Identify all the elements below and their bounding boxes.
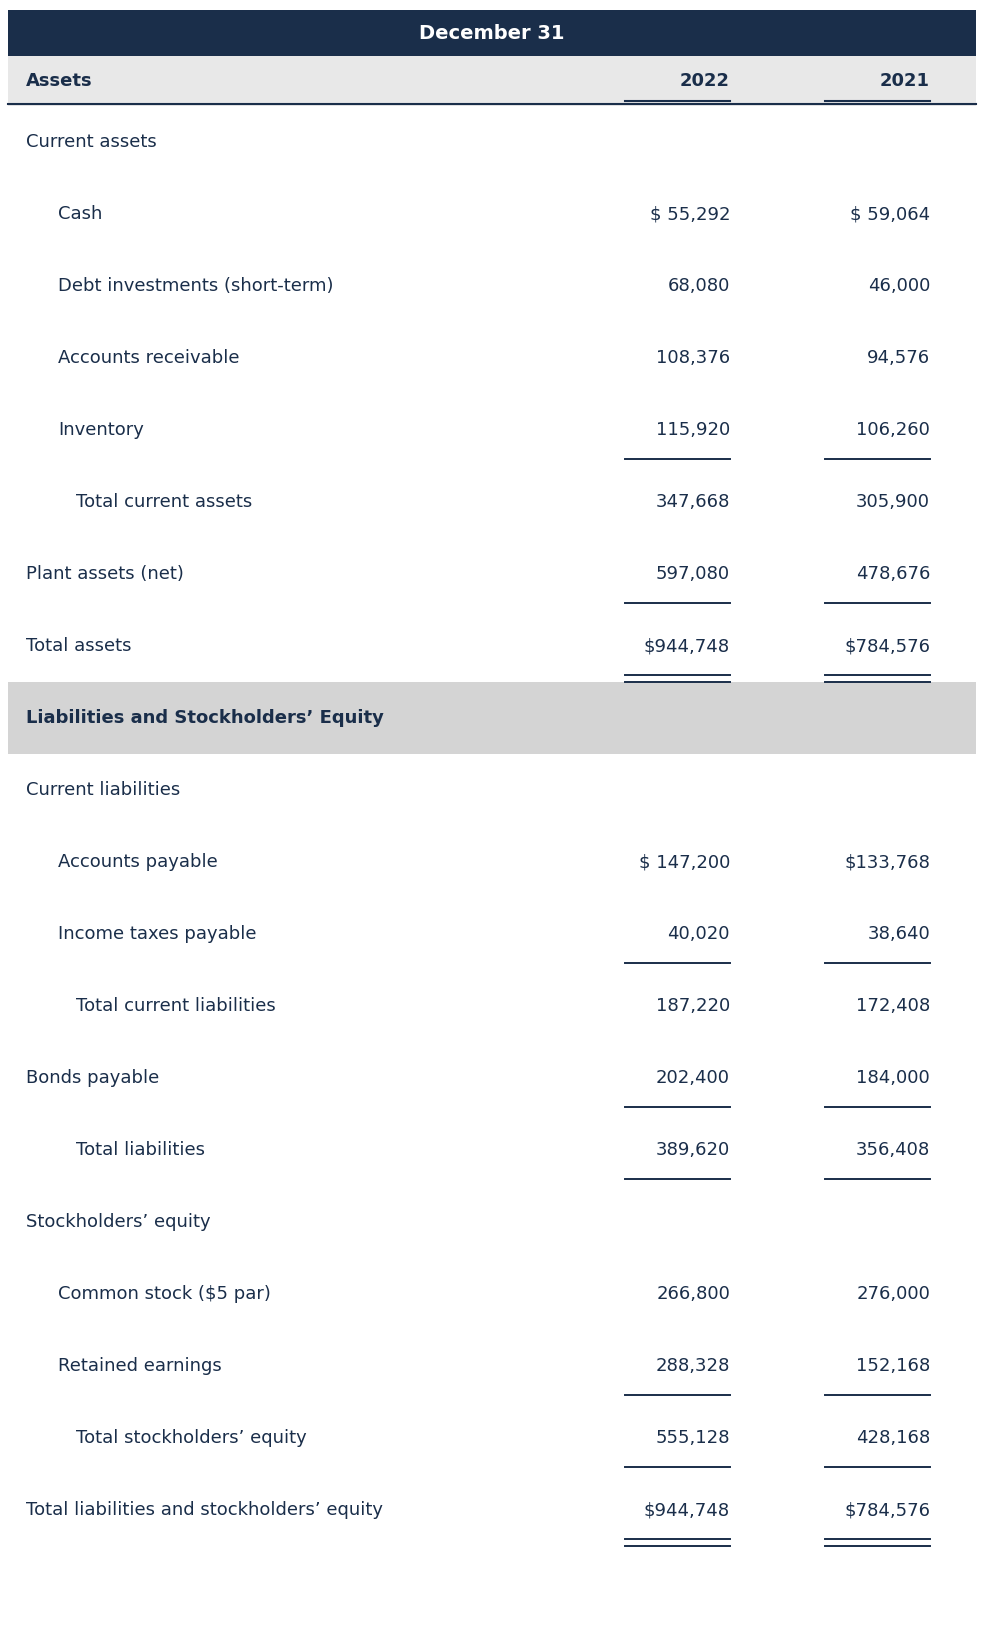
Text: Total assets: Total assets bbox=[26, 636, 132, 654]
Text: $944,748: $944,748 bbox=[644, 1500, 730, 1518]
Bar bbox=[8, 178, 976, 250]
Text: 106,260: 106,260 bbox=[856, 420, 930, 438]
Text: Current liabilities: Current liabilities bbox=[26, 780, 180, 798]
Text: 266,800: 266,800 bbox=[656, 1284, 730, 1302]
Bar bbox=[8, 682, 976, 754]
Bar bbox=[8, 1474, 976, 1546]
Bar bbox=[8, 1258, 976, 1330]
Text: December 31: December 31 bbox=[419, 23, 565, 43]
Bar bbox=[8, 610, 976, 682]
Text: Cash: Cash bbox=[58, 204, 102, 222]
Bar bbox=[8, 1402, 976, 1474]
Text: 46,000: 46,000 bbox=[868, 276, 930, 294]
Text: Accounts receivable: Accounts receivable bbox=[58, 348, 239, 366]
Text: Income taxes payable: Income taxes payable bbox=[58, 924, 257, 942]
Text: 184,000: 184,000 bbox=[856, 1068, 930, 1086]
Text: 152,168: 152,168 bbox=[856, 1356, 930, 1374]
Text: 288,328: 288,328 bbox=[655, 1356, 730, 1374]
Text: 347,668: 347,668 bbox=[655, 492, 730, 510]
Text: 187,220: 187,220 bbox=[655, 996, 730, 1014]
Text: 597,080: 597,080 bbox=[656, 564, 730, 582]
Bar bbox=[8, 106, 976, 178]
Bar bbox=[8, 10, 976, 56]
Text: $944,748: $944,748 bbox=[644, 636, 730, 654]
Text: 38,640: 38,640 bbox=[867, 924, 930, 942]
Text: Plant assets (net): Plant assets (net) bbox=[26, 564, 184, 582]
Bar bbox=[8, 250, 976, 322]
Text: 356,408: 356,408 bbox=[856, 1140, 930, 1158]
Text: Accounts payable: Accounts payable bbox=[58, 852, 217, 870]
Text: Liabilities and Stockholders’ Equity: Liabilities and Stockholders’ Equity bbox=[26, 708, 384, 726]
Bar bbox=[8, 1330, 976, 1402]
Text: 94,576: 94,576 bbox=[867, 348, 930, 366]
Text: Stockholders’ equity: Stockholders’ equity bbox=[26, 1212, 211, 1230]
Bar bbox=[8, 538, 976, 610]
Text: $784,576: $784,576 bbox=[844, 636, 930, 654]
Bar bbox=[8, 754, 976, 826]
Bar bbox=[8, 56, 976, 106]
Text: 276,000: 276,000 bbox=[856, 1284, 930, 1302]
Text: 68,080: 68,080 bbox=[667, 276, 730, 294]
Bar bbox=[8, 1042, 976, 1114]
Text: $133,768: $133,768 bbox=[844, 852, 930, 870]
Bar bbox=[8, 898, 976, 970]
Text: $784,576: $784,576 bbox=[844, 1500, 930, 1518]
Text: Inventory: Inventory bbox=[58, 420, 144, 438]
Text: Assets: Assets bbox=[26, 72, 92, 90]
Text: 40,020: 40,020 bbox=[667, 924, 730, 942]
Text: Total stockholders’ equity: Total stockholders’ equity bbox=[76, 1428, 307, 1446]
Text: Total current assets: Total current assets bbox=[76, 492, 252, 510]
Text: 2022: 2022 bbox=[680, 72, 730, 90]
Text: 389,620: 389,620 bbox=[655, 1140, 730, 1158]
Text: $ 147,200: $ 147,200 bbox=[639, 852, 730, 870]
Text: 115,920: 115,920 bbox=[655, 420, 730, 438]
Text: Total liabilities: Total liabilities bbox=[76, 1140, 205, 1158]
Bar bbox=[8, 322, 976, 394]
Text: Debt investments (short-term): Debt investments (short-term) bbox=[58, 276, 334, 294]
Bar bbox=[8, 1186, 976, 1258]
Bar bbox=[8, 394, 976, 466]
Text: Current assets: Current assets bbox=[26, 133, 156, 151]
Bar bbox=[8, 466, 976, 538]
Text: Total liabilities and stockholders’ equity: Total liabilities and stockholders’ equi… bbox=[26, 1500, 383, 1518]
Text: Bonds payable: Bonds payable bbox=[26, 1068, 159, 1086]
Text: 428,168: 428,168 bbox=[856, 1428, 930, 1446]
Text: Total current liabilities: Total current liabilities bbox=[76, 996, 276, 1014]
Text: 478,676: 478,676 bbox=[856, 564, 930, 582]
Bar bbox=[8, 970, 976, 1042]
Text: 305,900: 305,900 bbox=[856, 492, 930, 510]
Text: $ 55,292: $ 55,292 bbox=[649, 204, 730, 222]
Text: 202,400: 202,400 bbox=[656, 1068, 730, 1086]
Text: $ 59,064: $ 59,064 bbox=[850, 204, 930, 222]
Bar bbox=[8, 826, 976, 898]
Text: 555,128: 555,128 bbox=[655, 1428, 730, 1446]
Text: Retained earnings: Retained earnings bbox=[58, 1356, 221, 1374]
Text: 2021: 2021 bbox=[880, 72, 930, 90]
Bar bbox=[8, 1114, 976, 1186]
Text: 172,408: 172,408 bbox=[856, 996, 930, 1014]
Text: Common stock ($5 par): Common stock ($5 par) bbox=[58, 1284, 271, 1302]
Text: 108,376: 108,376 bbox=[656, 348, 730, 366]
